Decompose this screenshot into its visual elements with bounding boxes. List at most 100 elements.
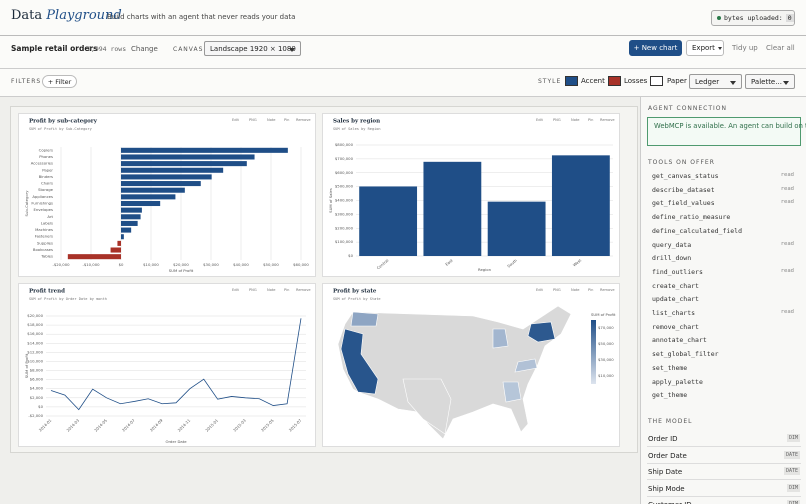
bar xyxy=(121,154,255,160)
chart-action[interactable]: Edit xyxy=(536,118,544,122)
chart-action[interactable]: Edit xyxy=(232,118,240,122)
y-tick-label: $700,000 xyxy=(335,156,354,161)
y-tick-label: Machines xyxy=(35,227,53,232)
canvas-select[interactable]: Landscape 1920 × 1080 xyxy=(204,41,301,56)
tool-tag: read xyxy=(780,267,794,274)
y-tick-label: $14,000 xyxy=(27,340,43,345)
chart-action[interactable]: Pin xyxy=(284,118,289,122)
tool-name: find_outliers xyxy=(652,267,703,276)
losses-swatch[interactable] xyxy=(608,76,621,86)
x-tick-label: $30,000 xyxy=(203,262,219,267)
chart-title: Sales by region xyxy=(333,119,380,125)
x-tick-label: 2014-05 xyxy=(93,417,108,432)
chart-panel: Profit by state SUM of Profit by State Edi… xyxy=(322,283,620,447)
tool-name: create_chart xyxy=(652,281,699,290)
chart-action[interactable]: Pin xyxy=(284,288,289,292)
y-tick-label: $200,000 xyxy=(335,225,354,230)
chart-action[interactable]: Remove xyxy=(296,118,311,122)
y-tick-label: Storage xyxy=(38,187,54,192)
clear-all[interactable]: Clear all xyxy=(766,44,795,52)
state xyxy=(350,311,379,327)
chart-action[interactable]: Remove xyxy=(600,288,615,292)
style-label: STYLE xyxy=(538,78,562,85)
y-tick-label: Art xyxy=(47,214,53,219)
state xyxy=(492,328,509,349)
state xyxy=(402,378,452,435)
paper-swatch[interactable] xyxy=(650,76,663,86)
chart-action[interactable]: PNG xyxy=(553,118,561,122)
bar xyxy=(121,227,132,233)
chart-action[interactable]: Remove xyxy=(600,118,615,122)
chart-title: Profit by state xyxy=(333,289,377,295)
x-tick-label: Central xyxy=(376,258,390,271)
tool-name: define_ratio_measure xyxy=(652,213,731,222)
field-name: Ship Mode xyxy=(648,484,685,493)
bar xyxy=(121,234,124,240)
tool-tag: read xyxy=(780,199,794,206)
new-chart[interactable]: + New chart xyxy=(629,40,682,56)
chart-action[interactable]: Pin xyxy=(588,118,593,122)
x-tick-label: -$10,000 xyxy=(82,262,100,267)
model-heading: THE MODEL xyxy=(648,418,693,425)
x-tick-label: $50,000 xyxy=(263,262,279,267)
tool-name: drill_down xyxy=(652,254,692,263)
tool-tag: read xyxy=(780,185,794,192)
chart-action[interactable]: Note xyxy=(571,288,580,292)
chart-action[interactable]: Edit xyxy=(232,288,240,292)
bar xyxy=(487,201,546,256)
field-row xyxy=(647,448,801,464)
chart-action[interactable]: PNG xyxy=(553,288,561,292)
y-tick-label: Binders xyxy=(39,174,53,179)
y-tick-label: -$2,000 xyxy=(28,413,43,418)
y-tick-label: $4,000 xyxy=(30,386,44,391)
chart-action[interactable]: PNG xyxy=(249,288,257,292)
y-tick-label: $8,000 xyxy=(30,368,44,373)
chart-panel: Profit trend SUM of Profit by Order Date … xyxy=(18,283,316,447)
bytes-box: bytes uploaded: 0 xyxy=(711,10,795,26)
y-tick-label: $0 xyxy=(348,253,353,258)
chart-action[interactable]: Pin xyxy=(588,288,593,292)
chart-action[interactable]: Edit xyxy=(536,288,544,292)
losses-label: Losses xyxy=(624,77,648,85)
legend-tick-label: $50,000 xyxy=(598,341,614,346)
chart-action[interactable]: Note xyxy=(267,288,276,292)
export[interactable]: Export xyxy=(686,40,724,56)
y-tick-label: $12,000 xyxy=(27,349,43,354)
chart-action[interactable]: PNG xyxy=(249,118,257,122)
y-tick-label: $10,000 xyxy=(27,358,43,363)
chart-subtitle: SUM of Profit by State xyxy=(333,297,381,301)
chart-action[interactable]: Remove xyxy=(296,288,311,292)
add-filter[interactable]: + Filter xyxy=(42,75,77,88)
y-tick-label: $16,000 xyxy=(27,331,43,336)
y-tick-label: $18,000 xyxy=(27,322,43,327)
bar xyxy=(121,187,185,193)
palette-select[interactable]: Palette... xyxy=(745,74,795,89)
bar xyxy=(110,247,121,253)
x-axis-title: Region xyxy=(478,267,492,272)
y-tick-label: Envelopes xyxy=(34,207,54,212)
theme-select[interactable]: Ledger xyxy=(689,74,742,89)
field-name: Ship Date xyxy=(648,468,683,476)
bar xyxy=(121,174,212,180)
x-tick-label: East xyxy=(444,257,454,266)
accent-swatch[interactable] xyxy=(565,76,578,86)
change-dataset[interactable]: Change xyxy=(131,45,158,53)
chart-action[interactable]: Note xyxy=(267,118,276,122)
tool-name: set_global_filter xyxy=(652,350,719,359)
field-name: Order ID xyxy=(648,435,678,443)
tagline: Build charts with an agent that never re… xyxy=(107,13,296,21)
tidy-up[interactable]: Tidy up xyxy=(732,44,758,52)
divider xyxy=(0,35,806,36)
y-tick-label: $800,000 xyxy=(335,142,354,147)
field-type: DATE xyxy=(783,467,800,475)
y-tick-label: $100,000 xyxy=(335,239,354,244)
bar xyxy=(121,200,161,207)
bar xyxy=(121,220,138,226)
state xyxy=(340,328,379,395)
chart-action[interactable]: Note xyxy=(571,118,580,122)
caret xyxy=(717,47,722,52)
x-tick-label: 2014-11 xyxy=(177,417,192,432)
x-tick-label: West xyxy=(572,257,583,267)
field-type: DIM xyxy=(786,434,800,442)
